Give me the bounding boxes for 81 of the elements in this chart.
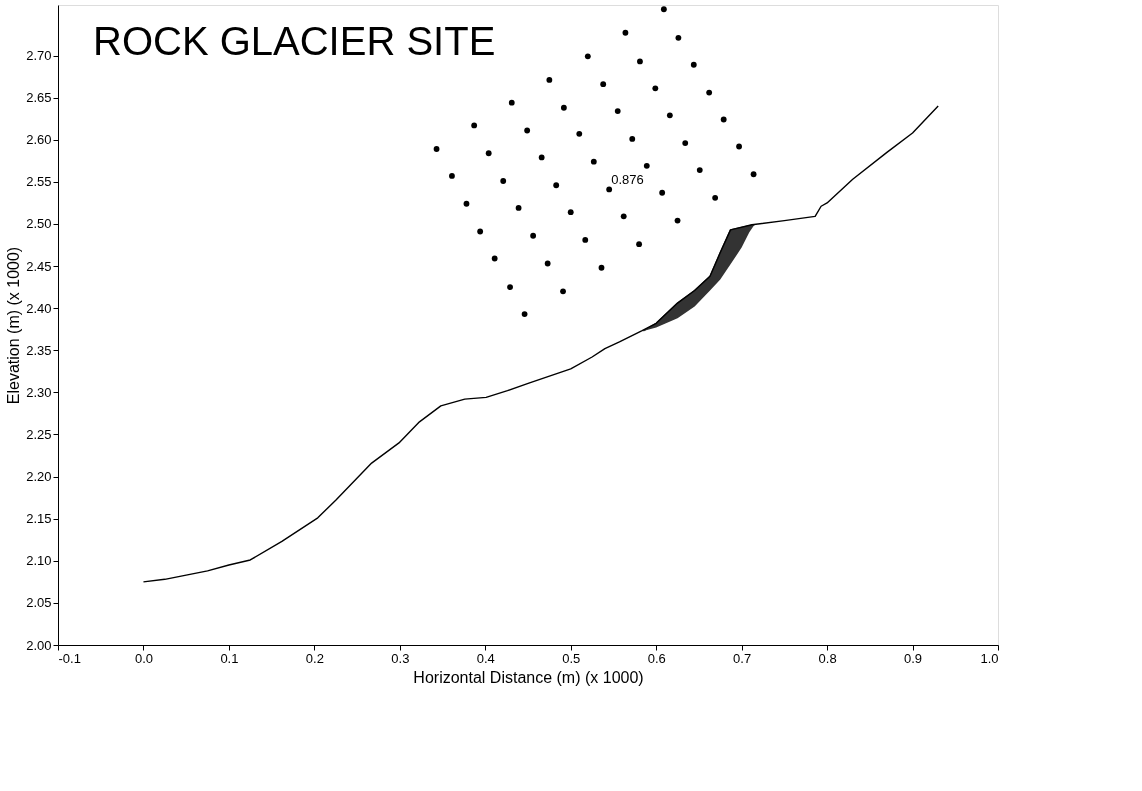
point [538, 154, 545, 161]
point [507, 284, 513, 291]
y-tick-label: 2.45 [26, 258, 52, 274]
point [463, 200, 470, 207]
y-axis-title: Elevation (m) (x 1000) [5, 246, 23, 405]
point [530, 232, 537, 239]
y-tick-label: 2.15 [26, 511, 52, 527]
point [614, 108, 621, 115]
point [576, 130, 583, 137]
line-series [142, 105, 939, 583]
point [720, 116, 727, 123]
point [706, 89, 713, 96]
point [675, 34, 682, 41]
point [637, 58, 643, 65]
point [620, 213, 627, 220]
y-tick-label: 2.20 [26, 469, 52, 485]
point [560, 288, 566, 295]
point [712, 194, 719, 201]
chart-title: ROCK GLACIER SITE [93, 19, 496, 63]
point [508, 99, 515, 106]
point [560, 104, 567, 111]
y-tick-label: 2.10 [26, 553, 52, 569]
x-tick-label: 0.2 [305, 650, 324, 666]
y-tick-label: 2.25 [26, 426, 52, 442]
point [690, 61, 697, 68]
point [659, 189, 666, 196]
point [500, 178, 507, 184]
point [750, 171, 757, 178]
point [546, 77, 553, 83]
point [521, 311, 528, 317]
y-tick-label: 2.55 [26, 174, 52, 190]
y-tick-label: 2.60 [26, 132, 52, 148]
point [696, 167, 703, 173]
y-tick-label: 2.30 [26, 384, 52, 400]
y-tick-label: 2.70 [26, 48, 52, 64]
point [660, 6, 667, 13]
point [477, 228, 484, 235]
point [622, 29, 629, 36]
point [582, 237, 589, 243]
y-tick-label: 2.00 [26, 637, 52, 653]
point [524, 127, 531, 134]
point [674, 217, 681, 224]
point [598, 264, 605, 271]
x-tick-label: 0.4 [476, 650, 495, 666]
x-tick-label: 1.0 [980, 650, 999, 666]
x-tick-label: 0.6 [647, 650, 666, 666]
point [600, 81, 607, 88]
point [544, 260, 551, 267]
point [471, 122, 478, 129]
point [485, 150, 492, 157]
point [736, 143, 742, 150]
x-tick-label: 0.9 [904, 650, 923, 666]
x-tick-label: 0.5 [562, 650, 581, 666]
point [643, 162, 650, 169]
point [682, 140, 689, 147]
x-tick-label: -0.1 [58, 650, 81, 666]
y-tick-label: 2.65 [26, 90, 52, 106]
y-tick-label: 2.35 [26, 342, 52, 358]
point [584, 53, 591, 60]
point [553, 182, 560, 189]
point [629, 135, 636, 142]
point [606, 186, 613, 193]
point [491, 255, 498, 262]
x-axis-title: Horizontal Distance (m) (x 1000) [413, 668, 644, 686]
x-tick-label: 0.0 [134, 650, 153, 666]
point [652, 85, 659, 92]
point [666, 112, 673, 119]
point [433, 146, 440, 152]
x-tick-label: 0.7 [733, 650, 752, 666]
point [515, 205, 522, 211]
point [590, 158, 597, 165]
y-tick-label: 2.05 [26, 595, 52, 611]
point [636, 241, 643, 248]
x-tick-label: 0.1 [220, 650, 239, 666]
y-tick-label: 2.40 [26, 300, 52, 316]
point [567, 209, 574, 216]
point [449, 173, 455, 179]
annotation: 0.876 [611, 172, 644, 188]
y-tick-label: 2.50 [26, 216, 52, 232]
x-tick-label: 0.8 [818, 650, 837, 666]
x-tick-label: 0.3 [391, 650, 410, 666]
